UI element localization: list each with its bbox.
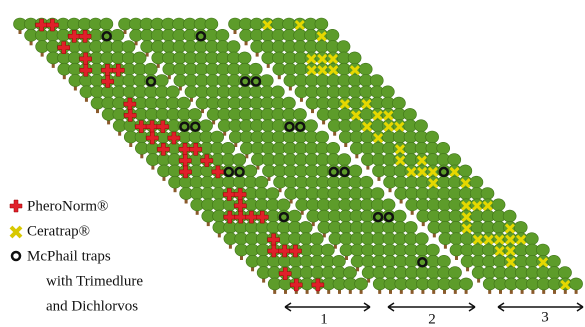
tree-crown — [271, 86, 284, 98]
legend-label: with Trimedlure — [46, 273, 143, 289]
tree-crown — [305, 120, 318, 132]
tree-crown — [238, 52, 251, 64]
tree-crown — [415, 233, 428, 245]
tree-crown — [426, 244, 439, 256]
legend-label: Ceratrap® — [27, 223, 90, 239]
tree-crown — [459, 165, 472, 177]
tree-crown — [437, 255, 450, 267]
tree-crown — [359, 63, 372, 75]
tree-crown — [559, 267, 572, 279]
tree-crown — [525, 233, 538, 245]
tree-crown — [233, 154, 246, 166]
tree-crown — [200, 120, 213, 132]
legend-ring-icon — [12, 252, 20, 260]
tree-crown — [315, 18, 328, 30]
tree-crown — [437, 142, 450, 154]
tree-crown — [266, 188, 279, 200]
tree-crown — [255, 176, 268, 188]
tree-crown — [349, 165, 362, 177]
tree-crown — [332, 255, 345, 267]
tree-crown — [316, 131, 329, 143]
tree-crown — [514, 221, 527, 233]
tree-crown — [249, 63, 262, 75]
tree-crown — [547, 255, 560, 267]
block-label: 3 — [541, 309, 549, 325]
tree-crown — [326, 29, 339, 41]
tree-crown — [355, 278, 368, 290]
tree-crown — [392, 97, 405, 109]
block-label: 1 — [320, 311, 328, 327]
tree-crown — [426, 131, 439, 143]
tree-crown — [293, 108, 306, 120]
block-arrow — [388, 303, 475, 311]
tree-crown — [344, 267, 357, 279]
tree-crown — [481, 188, 494, 200]
tree-crown — [282, 97, 295, 109]
tree-crown — [155, 75, 168, 87]
block-label: 2 — [428, 311, 436, 327]
tree-crown — [338, 154, 351, 166]
tree-crown — [415, 120, 428, 132]
tree-crown — [227, 41, 240, 53]
legend-label: PheroNorm® — [27, 198, 108, 214]
block-labels: 1 2 3 — [285, 303, 583, 327]
legend-label: McPhail traps — [27, 248, 111, 264]
tree-crown — [310, 233, 323, 245]
tree-crown — [393, 210, 406, 222]
tree-crown — [133, 52, 146, 64]
tree-crown — [100, 18, 113, 30]
tree-crown — [144, 63, 157, 75]
tree-crown — [448, 154, 461, 166]
tree-crown — [570, 278, 583, 290]
legend-label: and Dichlorvos — [46, 298, 138, 314]
tree-crown — [111, 29, 124, 41]
tree-crown — [449, 267, 462, 279]
tree-crown — [277, 199, 290, 211]
tree-crown — [288, 210, 301, 222]
tree-crown — [216, 29, 229, 41]
orchard-diagram: PheroNorm® Ceratrap® McPhail traps with … — [0, 0, 585, 327]
legend-cross-icon — [10, 200, 22, 212]
tree-crown — [321, 244, 334, 256]
tree-crown — [381, 86, 394, 98]
tree-crown — [503, 210, 516, 222]
diagram: PheroNorm® Ceratrap® McPhail traps with … — [0, 0, 585, 327]
tree-crown — [337, 41, 350, 53]
tree-crown — [122, 41, 135, 53]
tree-crown — [327, 142, 340, 154]
tree-crown — [348, 52, 361, 64]
tree-crown — [188, 108, 201, 120]
tree-crown — [211, 131, 224, 143]
tree-crown — [536, 244, 549, 256]
tree-crown — [371, 188, 384, 200]
tree-crown — [360, 176, 373, 188]
tree-crown — [403, 108, 416, 120]
tree-crown — [244, 165, 257, 177]
tree-crown — [460, 278, 473, 290]
tree-crown — [260, 75, 273, 87]
tree-crown — [166, 86, 179, 98]
tree-crown — [177, 97, 190, 109]
tree-crown — [299, 221, 312, 233]
block-arrow — [285, 303, 370, 311]
legend-x-icon — [11, 227, 21, 237]
tree-crown — [222, 142, 235, 154]
tree-crown — [492, 199, 505, 211]
tree-crown — [404, 221, 417, 233]
tree-crown — [205, 18, 218, 30]
tree-crown — [470, 176, 483, 188]
tree-crown — [382, 199, 395, 211]
tree-crown — [370, 75, 383, 87]
legend: PheroNorm® Ceratrap® McPhail traps with … — [10, 198, 143, 314]
